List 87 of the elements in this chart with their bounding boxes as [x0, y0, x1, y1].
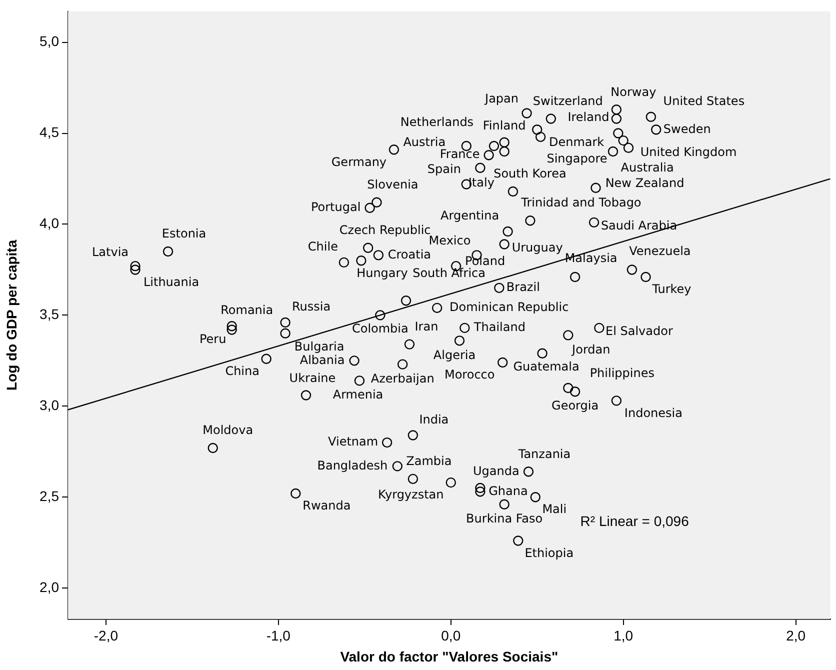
annotation: Uganda [473, 464, 520, 478]
annotation: Ethiopia [524, 546, 574, 560]
annotation: Tanzania [517, 446, 571, 461]
annotation: United States [663, 94, 745, 108]
annotation: Croatia [388, 247, 432, 262]
annotation: Kyrgyzstan [378, 488, 444, 502]
annotation: Zambia [406, 454, 452, 468]
annotation: Mali [542, 502, 567, 516]
annotation: Malaysia [564, 251, 618, 266]
x-tick-label: -2,0 [94, 627, 118, 644]
y-tick-label: 2,5 [40, 488, 60, 504]
annotation: Turkey [651, 282, 692, 296]
annotation: Bulgaria [294, 340, 344, 354]
annotation: Hungary [356, 266, 408, 280]
annotation: Switzerland [532, 94, 603, 108]
annotation: Morocco [444, 368, 495, 382]
annotation: New Zealand [605, 176, 684, 190]
annotation: South Korea [494, 166, 566, 181]
y-tick-label: 4,5 [40, 124, 60, 140]
annotation: Estonia [162, 226, 206, 241]
annotation: South Africa [412, 266, 486, 280]
annotation: France [440, 147, 480, 162]
annotation: Norway [610, 84, 656, 99]
annotation: Germany [331, 154, 387, 169]
annotation: Algeria [433, 348, 476, 362]
annotation: Colombia [352, 321, 408, 336]
annotation: Latvia [92, 245, 129, 260]
annotation: Moldova [202, 423, 254, 438]
annotation: Venezuela [629, 244, 691, 258]
annotation: Ghana [488, 484, 528, 498]
annotation: Brazil [506, 280, 540, 294]
annotation: Slovenia [367, 178, 418, 192]
annotation: Peru [199, 332, 226, 346]
annotation: Albania [300, 352, 345, 367]
annotation: Czech Republic [339, 223, 431, 238]
annotation: Dominican Republic [449, 300, 569, 314]
annotation: Uruguay [512, 240, 563, 254]
annotation: Iran [414, 319, 438, 334]
annotation: Bangladesh [317, 458, 388, 472]
x-tick-label: 1,0 [614, 627, 634, 644]
x-tick-label: -1,0 [266, 627, 291, 644]
annotation: Austria [403, 135, 446, 150]
x-tick-label: 2,0 [786, 627, 806, 644]
annotation: Poland [465, 254, 506, 268]
annotation: Portugal [310, 200, 361, 214]
annotation: Azerbaijan [370, 371, 434, 386]
annotation: Argentina [440, 208, 500, 223]
x-axis-title: Valor do factor "Valores Sociais" [340, 648, 558, 664]
y-tick-label: 4,0 [40, 215, 60, 232]
annotation: Lithuania [143, 274, 200, 289]
annotation: Sweden [663, 122, 711, 136]
annotation: Jordan [571, 342, 610, 356]
annotation: El Salvador [606, 324, 673, 338]
annotation: Singapore [546, 152, 608, 166]
annotation: Ireland [568, 110, 610, 124]
annotation: Rwanda [302, 498, 351, 513]
annotation: Romania [220, 303, 274, 318]
annotation: Indonesia [624, 406, 682, 420]
annotation: India [419, 412, 449, 426]
annotation: Spain [427, 162, 461, 176]
y-tick-label: 5,0 [40, 33, 60, 50]
annotation: Burkina Faso [466, 512, 543, 526]
annotation: Armenia [332, 387, 384, 402]
y-tick-label: 3,0 [40, 397, 60, 414]
annotation: Netherlands [400, 115, 474, 130]
x-tick-label: 0,0 [441, 627, 461, 644]
annotation: Mexico [428, 233, 471, 248]
annotation: Denmark [548, 135, 604, 150]
annotation: Georgia [552, 398, 599, 413]
y-tick-label: 3,5 [40, 306, 60, 322]
annotation: Italy [468, 175, 494, 190]
annotation: R² Linear = 0,096 [580, 512, 690, 529]
annotation: Ukraine [289, 370, 336, 385]
annotation: Philippines [590, 366, 654, 380]
y-tick-label: 2,0 [40, 578, 60, 595]
annotation: China [225, 364, 260, 378]
annotation: United Kingdom [640, 144, 737, 159]
annotation: Thailand [472, 320, 526, 334]
annotation: Guatemala [513, 360, 580, 374]
annotation: Japan [484, 91, 518, 106]
annotation: Chile [308, 240, 338, 254]
annotation: Vietnam [328, 434, 378, 449]
y-axis-title: Log do GDP per capita [3, 240, 20, 391]
annotation: Russia [292, 300, 331, 314]
annotation: Trinidad and Tobago [520, 196, 642, 210]
annotation: Finland [482, 118, 526, 133]
annotation: Australia [620, 160, 674, 175]
